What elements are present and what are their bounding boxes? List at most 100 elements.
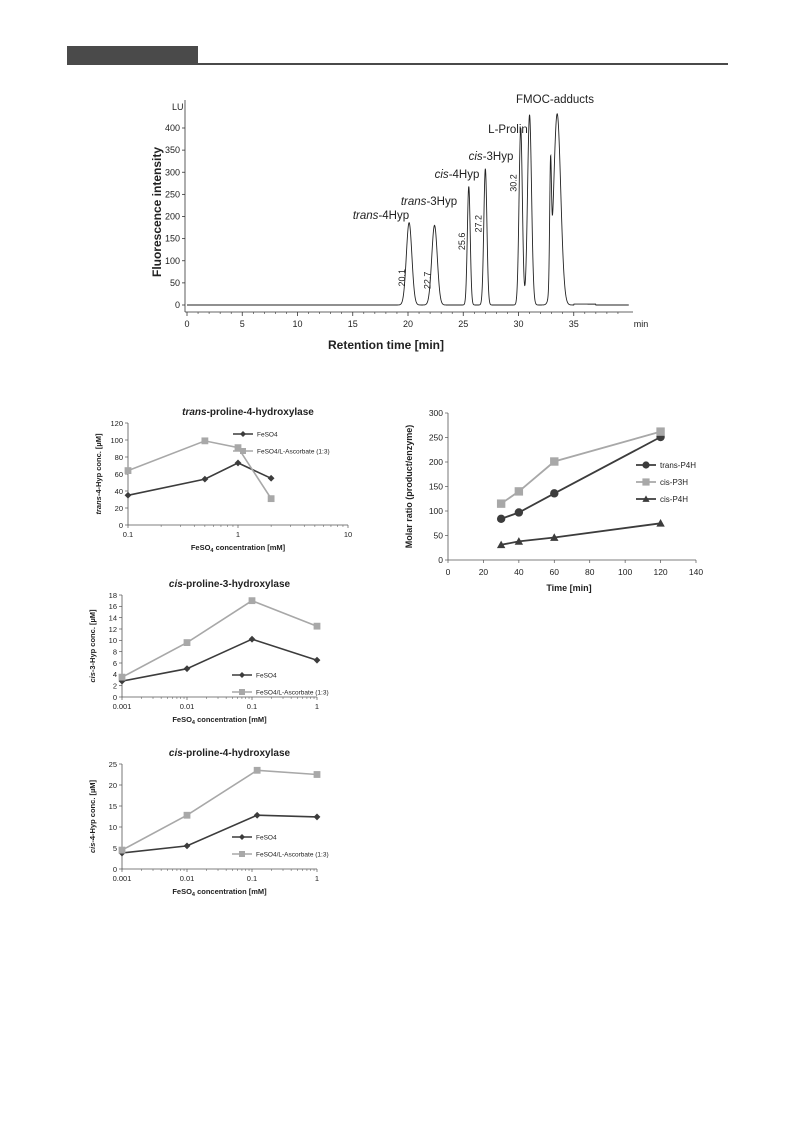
title-rest: -proline-3-hydroxylase	[183, 579, 291, 590]
data-point	[248, 635, 256, 643]
peak-annotation: trans-4Hyp	[353, 210, 409, 222]
x-tick-label: 0	[184, 319, 189, 329]
legend-marker	[239, 689, 245, 695]
chart-title: cis-proline-4-hydroxylase	[169, 748, 291, 759]
annotation-text: -4Hyp	[378, 210, 409, 222]
x-axis-title: FeSO4 concentration [mM]	[172, 887, 267, 898]
x-title-part: FeSO	[172, 887, 192, 896]
peak-rt-label: 20.1	[397, 269, 407, 287]
data-point	[496, 540, 506, 549]
title-italic: trans	[182, 407, 207, 418]
y-tick-label: 2	[113, 681, 117, 690]
x-title-part: FeSO	[191, 543, 211, 552]
y-tick-label: 80	[115, 453, 123, 462]
x-tick-label: 60	[550, 567, 560, 577]
data-point	[267, 495, 275, 503]
x-tick-label: 1	[315, 874, 319, 883]
data-point	[656, 519, 665, 527]
y-tick-label: 100	[165, 256, 180, 266]
series-line	[127, 440, 272, 500]
y-tick-label: 0	[113, 693, 117, 702]
x-title-part: FeSO	[172, 715, 192, 724]
header-tab	[67, 46, 198, 64]
legend-label: cis-P4H	[660, 495, 688, 504]
peak-rt-label: 25.6	[457, 233, 467, 251]
annotation-text: L-Prolin	[488, 124, 528, 136]
peak-annotation: FMOC-adducts	[516, 94, 594, 106]
y-tick-label: 150	[165, 234, 180, 244]
y-title-italic: trans	[94, 496, 103, 514]
y-tick-label: 50	[170, 278, 180, 288]
title-rest: -proline-4-hydroxylase	[207, 407, 315, 418]
peak-annotation: cis-3Hyp	[469, 151, 514, 163]
cis-p3h-chart: cis-proline-3-hydroxylase024681012141618…	[88, 579, 329, 726]
data-point	[514, 508, 524, 517]
x-tick-label: 0	[446, 567, 451, 577]
x-tick-label: 5	[240, 319, 245, 329]
legend-marker	[642, 495, 650, 502]
y-tick-label: 0	[438, 555, 443, 565]
annotation-text: -3Hyp	[483, 151, 514, 163]
y-axis-title: Fluorescence intensity	[150, 147, 164, 277]
x-tick-label: 30	[513, 319, 523, 329]
x-tick-label: 120	[653, 567, 667, 577]
annotation-text: FMOC-adducts	[516, 94, 594, 106]
title-italic: cis	[169, 579, 183, 590]
y-tick-label: 8	[113, 647, 117, 656]
x-axis-title: Retention time [min]	[328, 338, 444, 352]
series-line	[500, 430, 661, 505]
x-tick-label: 80	[585, 567, 595, 577]
y-tick-label: 100	[110, 436, 123, 445]
peak-rt-label: 22.7	[423, 272, 433, 290]
data-point	[183, 842, 191, 850]
x-tick-label: 0.01	[180, 702, 195, 711]
x-title-part: concentration [mM]	[213, 543, 285, 552]
y-tick-label: 0	[119, 521, 123, 530]
y-tick-label: 14	[109, 613, 117, 622]
y-tick-label: 4	[113, 670, 117, 679]
x-tick-label: 0.001	[113, 702, 132, 711]
y-tick-label: 350	[165, 145, 180, 155]
x-tick-label: 0.1	[247, 874, 257, 883]
data-point	[496, 499, 506, 508]
x-tick-label: 25	[458, 319, 468, 329]
y-title-rest: -4-Hyp conc. [µM]	[88, 779, 97, 842]
chart-title: trans-proline-4-hydroxylase	[182, 407, 314, 418]
y-tick-label: 100	[429, 506, 443, 516]
x-axis-title: FeSO4 concentration [mM]	[191, 543, 286, 554]
data-point	[313, 813, 321, 821]
data-point	[124, 491, 132, 499]
series-line	[121, 638, 318, 682]
data-point	[124, 467, 132, 474]
annotation-italic: trans	[353, 210, 379, 222]
y-tick-label: 400	[165, 123, 180, 133]
series-line	[500, 522, 661, 546]
x-title-sub: 4	[210, 548, 214, 554]
data-point	[550, 457, 559, 466]
x-tick-label: 1	[315, 702, 319, 711]
x-tick-label: 0.001	[113, 874, 132, 883]
x-tick-label: 35	[569, 319, 579, 329]
peak-rt-label: 30.2	[509, 174, 519, 192]
annotation-italic: cis	[435, 169, 449, 181]
peak-rt-label: 27.2	[473, 215, 483, 233]
y-tick-label: 300	[165, 167, 180, 177]
y-tick-label: 12	[109, 625, 117, 634]
data-point	[267, 474, 275, 482]
series-line	[127, 462, 272, 497]
y-axis-title: cis-4-Hyp conc. [µM]	[88, 779, 97, 853]
annotation-text: -3Hyp	[426, 196, 457, 208]
y-tick-label: 15	[109, 802, 117, 811]
x-tick-label: 1	[236, 530, 240, 539]
x-unit-label: min	[634, 319, 649, 329]
x-tick-label: 10	[292, 319, 302, 329]
chromatogram-trace	[187, 112, 629, 306]
data-point	[253, 766, 261, 774]
trans-p4h-chart: trans-proline-4-hydroxylase0204060801001…	[94, 407, 352, 554]
annotation-text: -4Hyp	[449, 169, 480, 181]
y-tick-label: 250	[429, 433, 443, 443]
legend-label: FeSO4	[257, 432, 278, 439]
x-axis-title: FeSO4 concentration [mM]	[172, 715, 267, 726]
cis-p4h-chart: cis-proline-4-hydroxylase05101520250.001…	[88, 748, 329, 898]
